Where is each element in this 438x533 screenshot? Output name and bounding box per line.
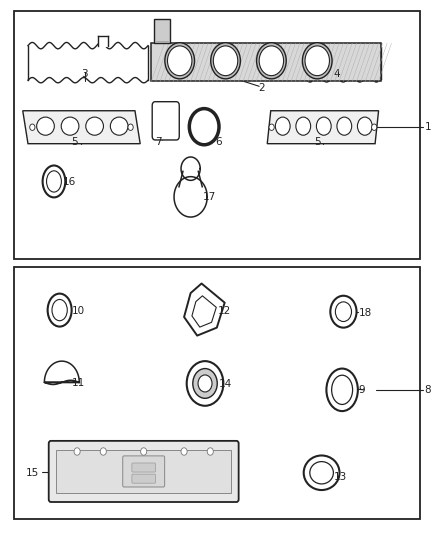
Text: 1: 1	[425, 122, 431, 132]
Text: 11: 11	[72, 378, 85, 389]
Circle shape	[167, 46, 192, 76]
Ellipse shape	[42, 165, 65, 197]
Circle shape	[302, 43, 332, 79]
Bar	[56, 450, 231, 493]
Ellipse shape	[326, 368, 358, 411]
Circle shape	[259, 46, 284, 76]
Ellipse shape	[86, 117, 103, 135]
Text: 18: 18	[359, 308, 372, 318]
Circle shape	[100, 448, 106, 455]
Ellipse shape	[357, 117, 372, 135]
Bar	[99, 38, 108, 47]
Circle shape	[213, 46, 238, 76]
Circle shape	[305, 46, 329, 76]
Polygon shape	[181, 157, 200, 180]
Ellipse shape	[52, 300, 67, 321]
Bar	[14, 11, 420, 259]
Text: 3: 3	[81, 69, 88, 79]
Ellipse shape	[46, 171, 61, 192]
Circle shape	[165, 43, 194, 79]
Ellipse shape	[310, 462, 333, 484]
Circle shape	[30, 124, 35, 131]
Ellipse shape	[337, 117, 352, 135]
FancyBboxPatch shape	[132, 474, 155, 483]
Text: 14: 14	[219, 379, 232, 389]
Text: 7: 7	[155, 136, 162, 147]
Text: 10: 10	[72, 306, 85, 316]
Circle shape	[193, 368, 217, 398]
Text: 12: 12	[218, 306, 231, 316]
Ellipse shape	[332, 375, 353, 405]
Circle shape	[128, 124, 133, 131]
Text: 6: 6	[215, 137, 222, 147]
Circle shape	[269, 124, 274, 131]
Circle shape	[371, 124, 377, 131]
Bar	[14, 266, 420, 519]
Ellipse shape	[48, 294, 72, 327]
Text: 5: 5	[314, 136, 321, 147]
Circle shape	[207, 448, 213, 455]
Text: 15: 15	[26, 468, 39, 478]
FancyBboxPatch shape	[123, 456, 165, 487]
Ellipse shape	[276, 117, 290, 135]
Text: 2: 2	[258, 83, 265, 93]
Text: 8: 8	[425, 385, 431, 395]
Circle shape	[181, 448, 187, 455]
Polygon shape	[267, 111, 378, 144]
FancyBboxPatch shape	[152, 102, 179, 140]
Circle shape	[187, 361, 223, 406]
Ellipse shape	[316, 117, 331, 135]
Circle shape	[211, 43, 240, 79]
Text: 4: 4	[334, 69, 340, 79]
FancyBboxPatch shape	[49, 441, 239, 502]
Text: 9: 9	[359, 385, 365, 395]
Ellipse shape	[37, 117, 54, 135]
Polygon shape	[184, 284, 225, 336]
FancyBboxPatch shape	[132, 463, 155, 472]
Text: 16: 16	[63, 177, 76, 187]
Circle shape	[74, 448, 80, 455]
Circle shape	[257, 43, 286, 79]
Text: 5: 5	[71, 136, 78, 147]
Ellipse shape	[61, 117, 79, 135]
Text: 13: 13	[333, 472, 346, 482]
Ellipse shape	[336, 302, 352, 321]
Ellipse shape	[296, 117, 311, 135]
Text: 17: 17	[202, 192, 215, 202]
Polygon shape	[23, 111, 140, 144]
Circle shape	[141, 448, 147, 455]
Ellipse shape	[304, 456, 339, 490]
Circle shape	[198, 375, 212, 392]
Ellipse shape	[110, 117, 128, 135]
Polygon shape	[44, 361, 79, 384]
Ellipse shape	[189, 109, 219, 145]
Polygon shape	[192, 296, 216, 327]
Bar	[153, 19, 170, 43]
Polygon shape	[174, 176, 207, 217]
Ellipse shape	[330, 296, 357, 328]
Bar	[151, 43, 381, 82]
